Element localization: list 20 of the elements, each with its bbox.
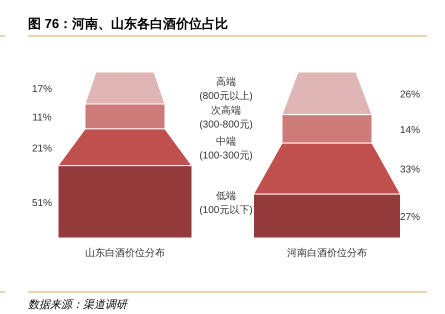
data-label: 14%: [400, 124, 420, 136]
data-label: 26%: [400, 89, 420, 100]
category: 中端: [216, 136, 236, 148]
category: 次高端: [211, 105, 241, 116]
series-name: 河南白酒价位分布: [287, 248, 367, 259]
category: (100元以下): [199, 204, 253, 216]
category: 高端: [216, 77, 236, 88]
annotation: 数据来源：渠道调研: [28, 299, 127, 311]
data-label: 21%: [32, 143, 52, 154]
title: 图 76：河南、山东各白酒价位占比: [28, 16, 228, 31]
data-label: 11%: [32, 112, 52, 124]
data-label: 17%: [32, 84, 52, 95]
category: (300-800元): [199, 119, 253, 130]
data-label: 33%: [400, 164, 420, 176]
series-name: 山东白酒价位分布: [85, 248, 165, 259]
data-label: 51%: [32, 198, 52, 209]
data-label: 27%: [400, 212, 420, 224]
category: 低端: [216, 190, 236, 202]
category: (100-300元): [199, 150, 253, 162]
category: (800元以上): [199, 91, 253, 102]
